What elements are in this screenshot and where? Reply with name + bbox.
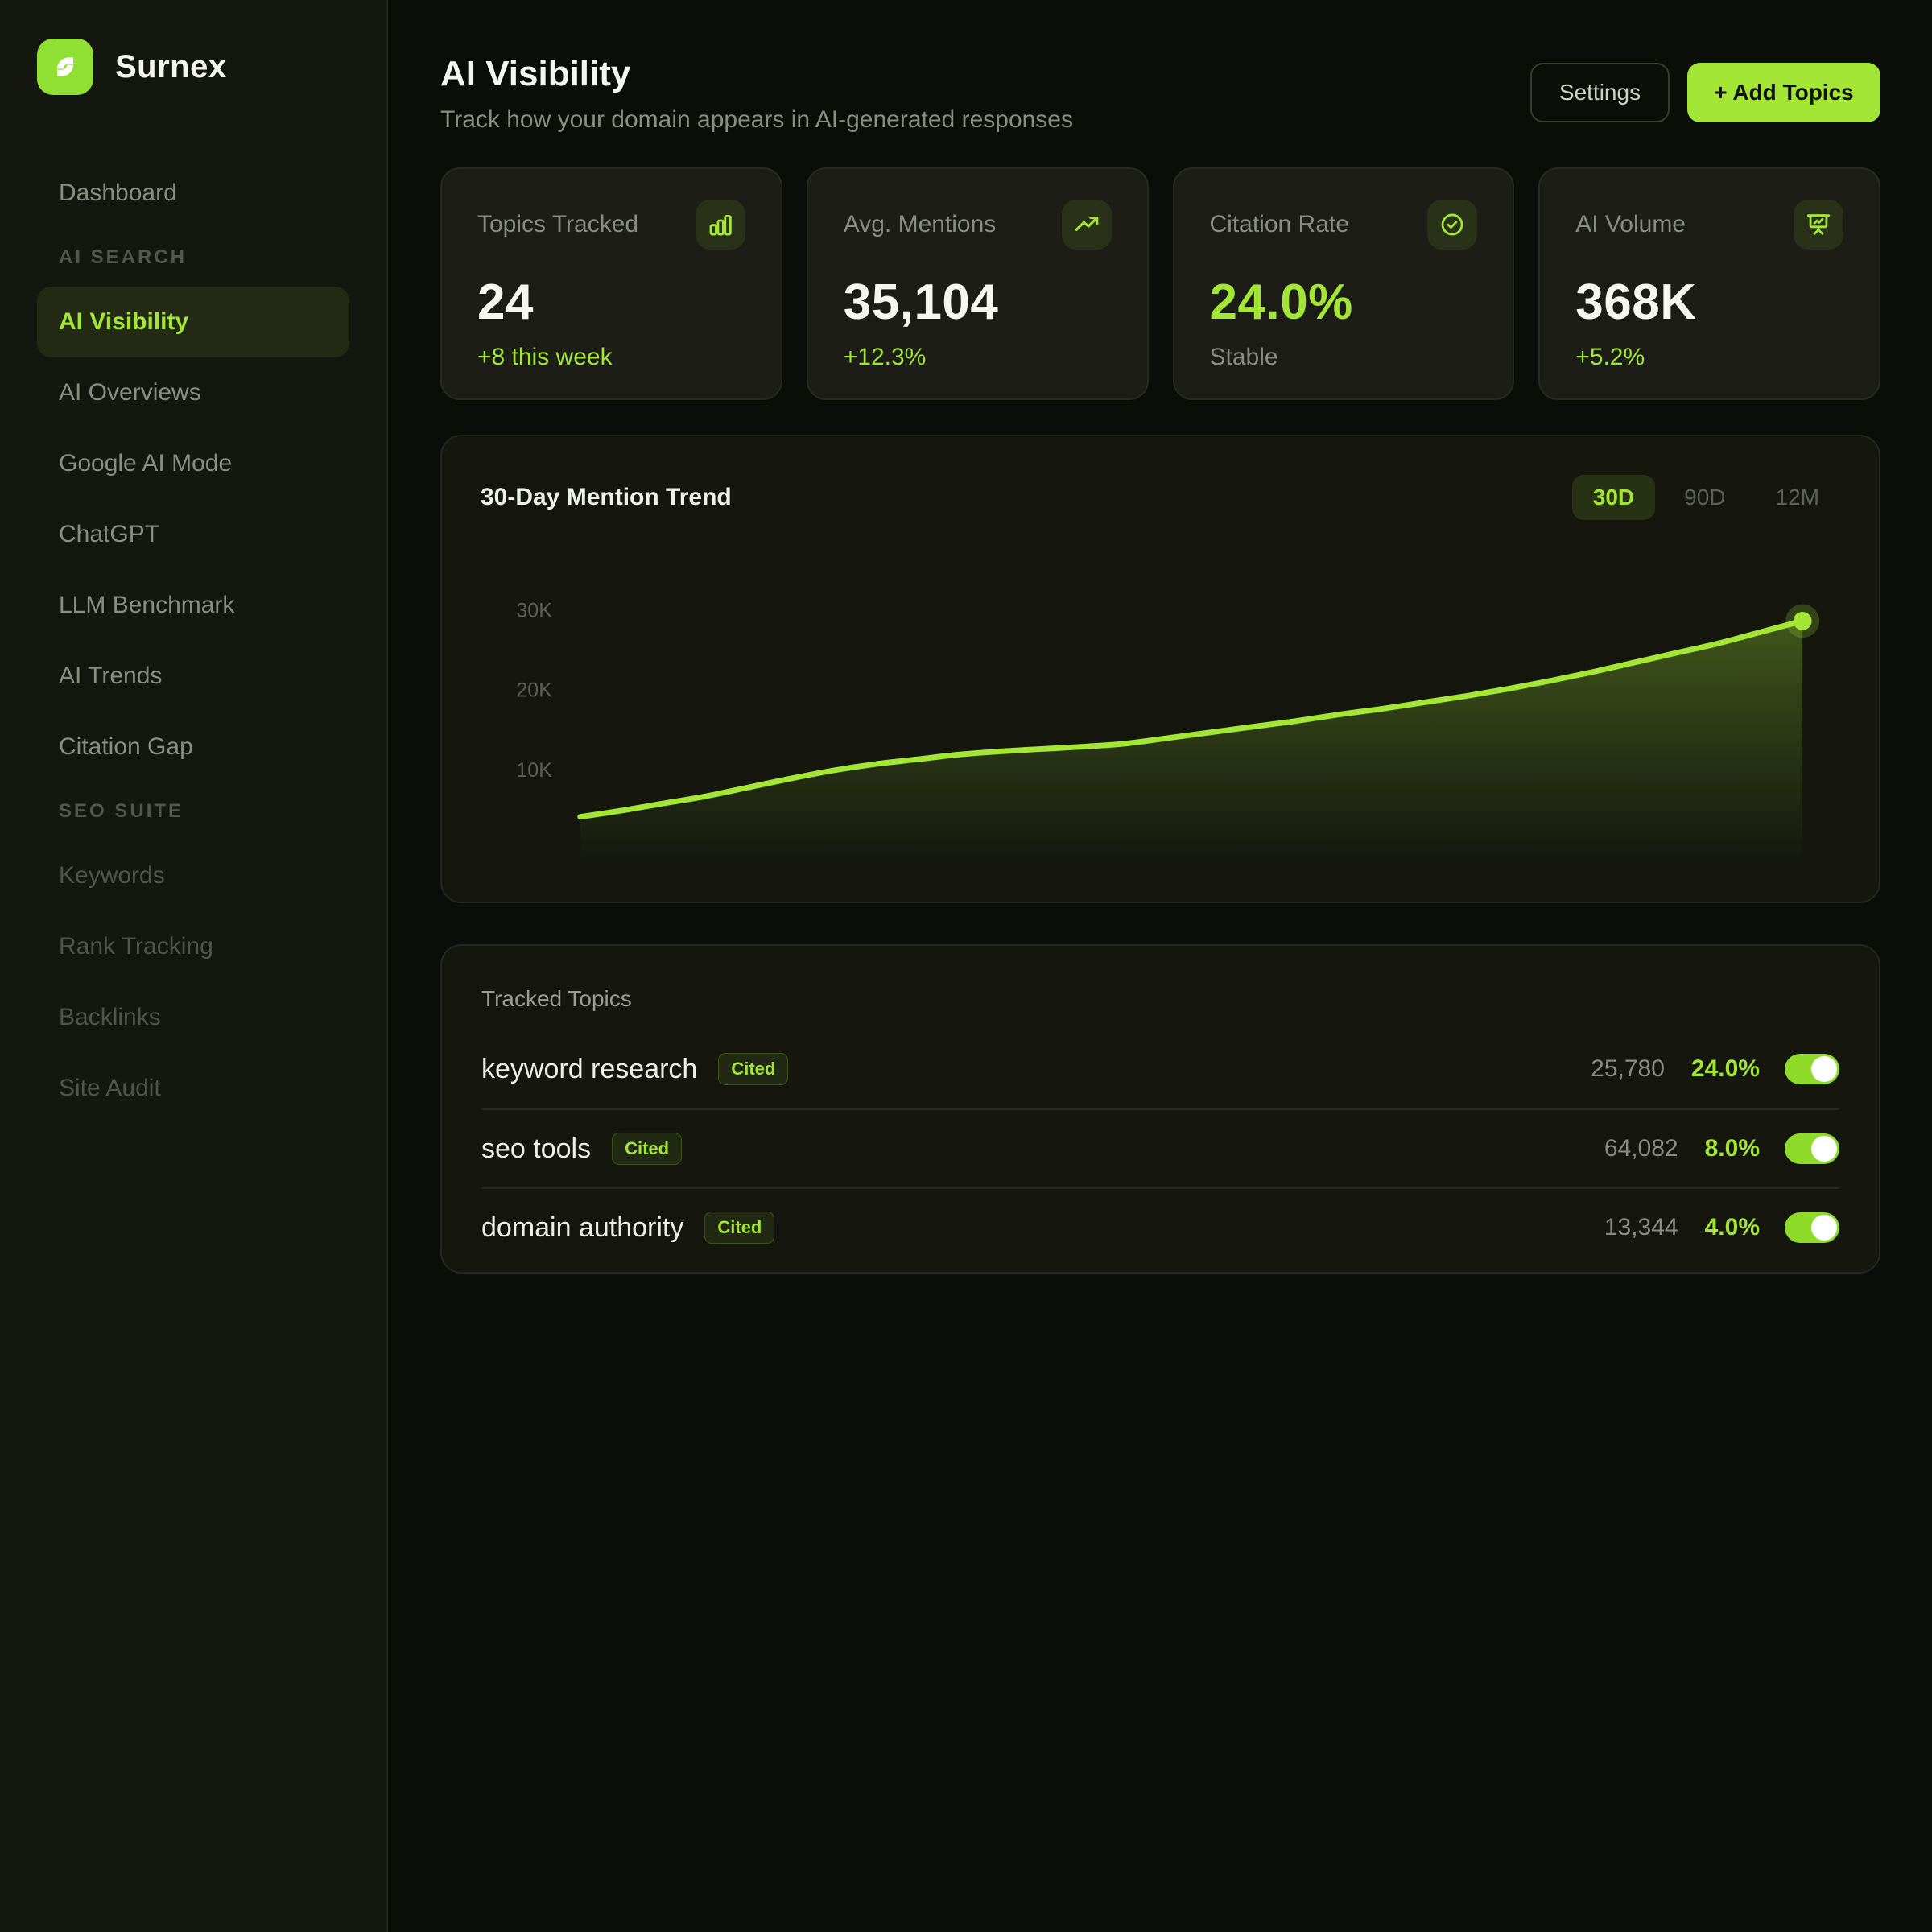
sidebar-item-label: Citation Gap (59, 733, 193, 760)
topic-citation-rate: 4.0% (1704, 1214, 1760, 1241)
trend-area (580, 621, 1803, 865)
sidebar-item-ai-trends[interactable]: AI Trends (37, 641, 349, 712)
topic-row-keyword-research: keyword research Cited 25,780 24.0% (481, 1030, 1839, 1108)
bar-chart-icon (695, 200, 745, 250)
range-button-90d[interactable]: 90D (1684, 485, 1726, 510)
topic-name: domain authority (481, 1212, 684, 1243)
topic-toggle[interactable] (1785, 1133, 1839, 1164)
sidebar-section-seo-suite: SEO SUITE (59, 800, 184, 822)
svg-text:30K: 30K (516, 600, 552, 622)
svg-text:20K: 20K (516, 679, 552, 702)
sidebar-item-llm-benchmark[interactable]: LLM Benchmark (37, 570, 349, 641)
sidebar-item-label: Keywords (59, 862, 165, 889)
tracked-topics-panel: Tracked Topics keyword research Cited 25… (440, 944, 1880, 1274)
stat-value: 35,104 (843, 275, 999, 330)
cited-badge: Cited (612, 1133, 683, 1165)
topic-mentions: 25,780 (1591, 1055, 1665, 1082)
stat-card-ai-volume: AI Volume 368K +5.2% (1538, 167, 1880, 400)
mention-trend-panel: 30-Day Mention Trend 30D 90D 12M 10K 20K 3… (440, 435, 1880, 903)
sidebar-item-label: Rank Tracking (59, 933, 213, 960)
sidebar-item-label: Backlinks (59, 1004, 161, 1030)
surnex-logo[interactable] (37, 39, 93, 95)
toggle-knob (1811, 1136, 1837, 1162)
sidebar-item-label: Dashboard (59, 180, 177, 206)
presentation-chart-icon (1794, 200, 1843, 250)
sidebar-item-label: LLM Benchmark (59, 592, 235, 618)
topic-citation-rate: 24.0% (1690, 1055, 1760, 1082)
stat-cards: Topics Tracked 24 +8 this week Avg. Ment… (440, 167, 1880, 400)
sidebar-item-label: AI Trends (59, 663, 163, 689)
settings-button[interactable]: Settings (1530, 63, 1670, 122)
topic-toggle[interactable] (1785, 1212, 1839, 1243)
range-button-30d[interactable]: 30D (1571, 475, 1656, 520)
stat-card-avg-mentions: Avg. Mentions 35,104 +12.3% (806, 167, 1149, 400)
sidebar-item-chatgpt[interactable]: ChatGPT (37, 499, 349, 570)
cited-badge: Cited (704, 1212, 775, 1244)
sidebar-item-label: ChatGPT (59, 521, 160, 547)
stat-label: AI Volume (1575, 211, 1686, 237)
range-toggle: 30D 90D 12M (1571, 475, 1840, 520)
sidebar-section-ai-search: AI SEARCH (59, 246, 188, 268)
stat-delta: +12.3% (843, 344, 927, 370)
sidebar-item-label: AI Visibility (59, 308, 189, 335)
endpoint-marker (1793, 611, 1812, 630)
toggle-knob (1811, 1215, 1837, 1241)
topic-citation-rate: 8.0% (1704, 1135, 1760, 1162)
stat-label: Avg. Mentions (843, 211, 997, 237)
topic-toggle[interactable] (1785, 1054, 1839, 1084)
mention-trend-chart: 10K 20K 30K (516, 600, 1820, 865)
sidebar-item-rank-tracking[interactable]: Rank Tracking (37, 911, 349, 982)
svg-text:10K: 10K (516, 759, 552, 782)
range-button-12m[interactable]: 12M (1775, 485, 1819, 510)
tracked-topics-list: keyword research Cited 25,780 24.0% seo … (481, 1030, 1839, 1266)
sidebar: Surnex Dashboard AI SEARCH AI Visibility… (0, 0, 388, 1932)
topic-name: keyword research (481, 1053, 698, 1084)
brand: Surnex (37, 39, 349, 95)
topic-mentions: 13,344 (1604, 1214, 1678, 1241)
stat-value: 24 (477, 275, 534, 330)
topic-mentions: 64,082 (1604, 1135, 1678, 1162)
sidebar-item-keywords[interactable]: Keywords (37, 840, 349, 911)
sidebar-item-label: AI Overviews (59, 379, 201, 406)
tracked-topics-title: Tracked Topics (481, 986, 632, 1011)
cited-badge: Cited (718, 1053, 789, 1085)
page-title: AI Visibility (440, 54, 631, 93)
topic-name: seo tools (481, 1133, 592, 1164)
sidebar-item-label: Google AI Mode (59, 450, 233, 477)
toggle-knob (1811, 1056, 1837, 1082)
add-topics-button[interactable]: + Add Topics (1687, 63, 1880, 122)
trending-up-icon (1061, 200, 1112, 250)
sidebar-item-citation-gap[interactable]: Citation Gap (37, 712, 349, 782)
topic-row-seo-tools: seo tools Cited 64,082 8.0% (481, 1108, 1839, 1187)
brand-name: Surnex (115, 48, 227, 85)
stat-delta: +8 this week (477, 344, 613, 370)
topic-row-domain-authority: domain authority Cited 13,344 4.0% (481, 1187, 1839, 1266)
stat-label: Citation Rate (1209, 211, 1349, 237)
stat-delta: +5.2% (1575, 344, 1645, 370)
trend-line (577, 617, 1806, 820)
main-content: AI Visibility Track how your domain appe… (388, 0, 1932, 1274)
swap-arrows-icon (49, 51, 81, 83)
stat-value: 368K (1575, 275, 1697, 330)
sidebar-item-ai-visibility[interactable]: AI Visibility (37, 287, 349, 357)
sidebar-item-label: Site Audit (59, 1075, 161, 1101)
stat-value: 24.0% (1209, 275, 1353, 330)
check-circle-icon (1427, 200, 1478, 250)
sidebar-item-dashboard[interactable]: Dashboard (37, 158, 349, 229)
sidebar-item-site-audit[interactable]: Site Audit (37, 1053, 349, 1124)
sidebar-item-google-ai-mode[interactable]: Google AI Mode (37, 428, 349, 499)
stat-card-topics-tracked: Topics Tracked 24 +8 this week (440, 167, 782, 400)
page-header: AI Visibility Track how your domain appe… (440, 53, 1880, 134)
stat-delta: Stable (1209, 344, 1278, 370)
sidebar-item-ai-overviews[interactable]: AI Overviews (37, 357, 349, 428)
header-actions: Settings + Add Topics (1530, 63, 1880, 122)
chart-title: 30-Day Mention Trend (481, 484, 732, 510)
stat-label: Topics Tracked (477, 211, 639, 237)
stat-card-citation-rate: Citation Rate 24.0% Stable (1172, 167, 1515, 400)
y-axis-labels: 10K 20K 30K (516, 600, 552, 782)
sidebar-item-backlinks[interactable]: Backlinks (37, 982, 349, 1053)
page-subtitle: Track how your domain appears in AI-gene… (440, 106, 1073, 133)
